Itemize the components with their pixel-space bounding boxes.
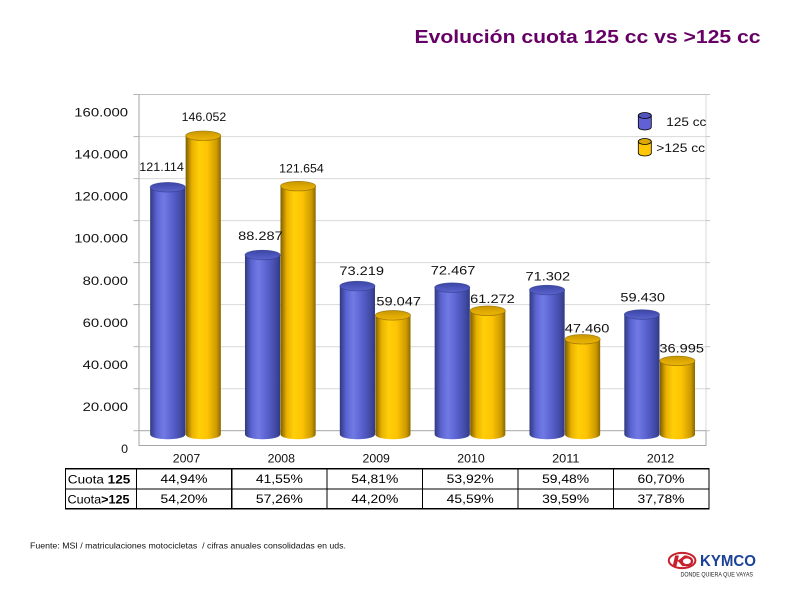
svg-text:>125 cc: >125 cc <box>656 141 705 155</box>
svg-text:73.219: 73.219 <box>339 264 384 278</box>
svg-text:160.000: 160.000 <box>74 105 128 119</box>
svg-text:45,59%: 45,59% <box>447 492 494 506</box>
svg-text:20.000: 20.000 <box>83 400 129 414</box>
svg-text:2011: 2011 <box>552 452 579 466</box>
svg-text:2007: 2007 <box>173 452 200 466</box>
svg-text:44,94%: 44,94% <box>161 472 208 486</box>
svg-text:40.000: 40.000 <box>83 358 129 372</box>
svg-text:54,20%: 54,20% <box>161 492 208 506</box>
svg-text:54,81%: 54,81% <box>351 472 398 486</box>
svg-text:Evolución cuota 125 cc vs >125: Evolución cuota 125 cc vs >125 cc <box>415 26 761 47</box>
svg-text:DONDE QUIERA QUE VAYAS: DONDE QUIERA QUE VAYAS <box>681 572 754 579</box>
svg-text:36.995: 36.995 <box>659 342 704 356</box>
svg-text:120.000: 120.000 <box>74 190 128 204</box>
svg-text:0: 0 <box>121 442 128 456</box>
svg-text:60,70%: 60,70% <box>638 472 685 486</box>
svg-text:2012: 2012 <box>647 452 674 466</box>
svg-text:37,78%: 37,78% <box>638 492 685 506</box>
svg-text:100.000: 100.000 <box>74 232 128 246</box>
svg-text:59.047: 59.047 <box>376 295 421 309</box>
svg-text:Fuente: MSI / matriculaciones: Fuente: MSI / matriculaciones motociclet… <box>30 540 346 550</box>
svg-text:Cuota 125: Cuota 125 <box>68 472 131 486</box>
svg-text:57,26%: 57,26% <box>256 492 303 506</box>
svg-text:71.302: 71.302 <box>526 270 571 284</box>
svg-text:Cuota>125: Cuota>125 <box>68 492 130 506</box>
svg-text:59,48%: 59,48% <box>542 472 589 486</box>
svg-text:72.467: 72.467 <box>431 264 476 278</box>
svg-text:2009: 2009 <box>363 452 390 466</box>
svg-text:146.052: 146.052 <box>182 110 227 124</box>
svg-text:125 cc: 125 cc <box>666 115 706 129</box>
svg-text:80.000: 80.000 <box>83 274 129 288</box>
svg-text:121.114: 121.114 <box>139 160 184 174</box>
svg-text:53,92%: 53,92% <box>447 472 494 486</box>
svg-text:39,59%: 39,59% <box>542 492 589 506</box>
svg-text:KYMCO: KYMCO <box>700 553 756 570</box>
svg-text:59.430: 59.430 <box>620 291 665 305</box>
svg-text:2008: 2008 <box>268 452 295 466</box>
svg-text:60.000: 60.000 <box>83 316 129 330</box>
svg-text:88.287: 88.287 <box>238 229 283 243</box>
svg-text:41,55%: 41,55% <box>256 472 303 486</box>
svg-text:47.460: 47.460 <box>565 322 610 336</box>
svg-text:61.272: 61.272 <box>470 292 515 306</box>
svg-text:44,20%: 44,20% <box>351 492 398 506</box>
svg-text:2010: 2010 <box>457 452 484 466</box>
svg-text:140.000: 140.000 <box>74 148 128 162</box>
svg-text:121.654: 121.654 <box>279 162 324 176</box>
